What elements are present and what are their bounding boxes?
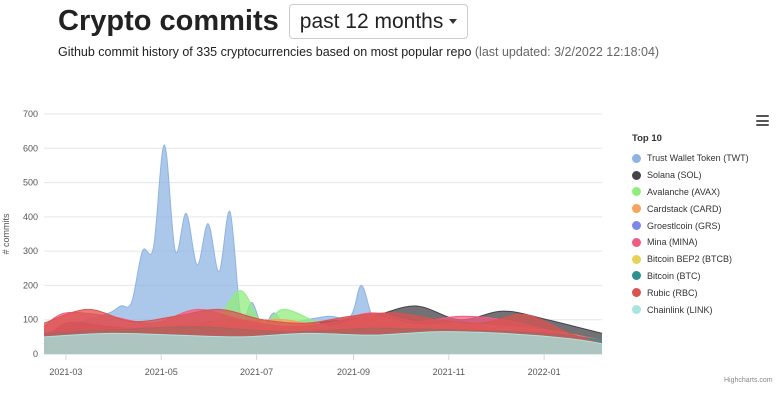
legend-marker-0	[632, 153, 641, 163]
series-line-8	[43, 308, 603, 345]
legend-label-0: Trust Wallet Token (TWT)	[647, 153, 749, 164]
y-tick-label-5: 500	[23, 178, 38, 188]
y-tick-label-6: 600	[23, 143, 38, 153]
legend-label-7: Bitcoin (BTC)	[647, 270, 701, 281]
legend-label-3: Cardstack (CARD)	[647, 203, 722, 214]
header: Crypto commits past 12 months	[58, 4, 469, 39]
legend-item-5[interactable]: Mina (MINA)	[632, 234, 749, 251]
legend-item-8[interactable]: Rubic (RBC)	[632, 284, 749, 301]
legend-label-5: Mina (MINA)	[647, 237, 698, 248]
legend-label-4: Groestlcoin (GRS)	[647, 220, 721, 231]
hamburger-menu-icon[interactable]	[756, 115, 769, 126]
page-title: Crypto commits	[58, 5, 279, 37]
legend: Top 10 Trust Wallet Token (TWT) Solana (S…	[632, 133, 749, 318]
x-tick-label-5: 2022-01	[528, 367, 561, 377]
subtitle: Github commit history of 335 cryptocurre…	[58, 45, 659, 59]
legend-label-1: Solana (SOL)	[647, 170, 702, 181]
legend-marker-3	[632, 204, 641, 214]
legend-label-9: Chainlink (LINK)	[647, 304, 713, 315]
last-updated: (last updated: 3/2/2022 12:18:04)	[474, 45, 660, 59]
x-tick-label-3: 2021-09	[337, 367, 370, 377]
legend-marker-9	[632, 305, 641, 315]
legend-item-3[interactable]: Cardstack (CARD)	[632, 200, 749, 217]
legend-item-6[interactable]: Bitcoin BEP2 (BTCB)	[632, 251, 749, 268]
series-area-9	[44, 331, 602, 354]
x-tick-label-4: 2021-11	[433, 367, 465, 377]
legend-item-9[interactable]: Chainlink (LINK)	[632, 301, 749, 318]
time-range-dropdown[interactable]: past 12 months	[288, 4, 469, 39]
series-area-0	[44, 144, 602, 354]
legend-marker-4	[632, 221, 641, 231]
legend-marker-8	[632, 288, 641, 298]
y-tick-label-2: 200	[23, 280, 38, 290]
legend-marker-2	[632, 187, 641, 197]
y-tick-label-3: 300	[23, 246, 38, 256]
subtitle-text: Github commit history of 335 cryptocurre…	[58, 45, 472, 59]
legend-marker-1	[632, 170, 641, 180]
chevron-down-icon	[449, 19, 458, 24]
legend-label-6: Bitcoin BEP2 (BTCB)	[647, 254, 733, 265]
legend-label-8: Rubic (RBC)	[647, 287, 698, 298]
legend-item-0[interactable]: Trust Wallet Token (TWT)	[632, 150, 749, 167]
legend-marker-5	[632, 237, 641, 247]
legend-marker-6	[632, 254, 641, 264]
x-tick-label-0: 2021-03	[49, 367, 82, 377]
series-line-9	[43, 331, 603, 345]
legend-item-4[interactable]: Groestlcoin (GRS)	[632, 217, 749, 234]
y-tick-label-0: 0	[33, 349, 38, 359]
legend-item-1[interactable]: Solana (SOL)	[632, 167, 749, 184]
credits-link[interactable]: Highcharts.com	[724, 377, 773, 384]
y-tick-label-1: 100	[23, 315, 38, 325]
x-tick-label-2: 2021-07	[240, 367, 273, 377]
time-range-value: past 12 months	[299, 9, 444, 33]
x-tick-label-1: 2021-05	[145, 367, 178, 377]
y-tick-label-4: 400	[23, 212, 38, 222]
legend-marker-7	[632, 271, 641, 281]
legend-item-7[interactable]: Bitcoin (BTC)	[632, 268, 749, 285]
legend-label-2: Avalanche (AVAX)	[647, 186, 721, 197]
y-axis-title: # commits	[1, 213, 11, 255]
y-tick-label-7: 700	[23, 109, 38, 119]
legend-title: Top 10	[632, 133, 662, 144]
legend-item-2[interactable]: Avalanche (AVAX)	[632, 184, 749, 201]
